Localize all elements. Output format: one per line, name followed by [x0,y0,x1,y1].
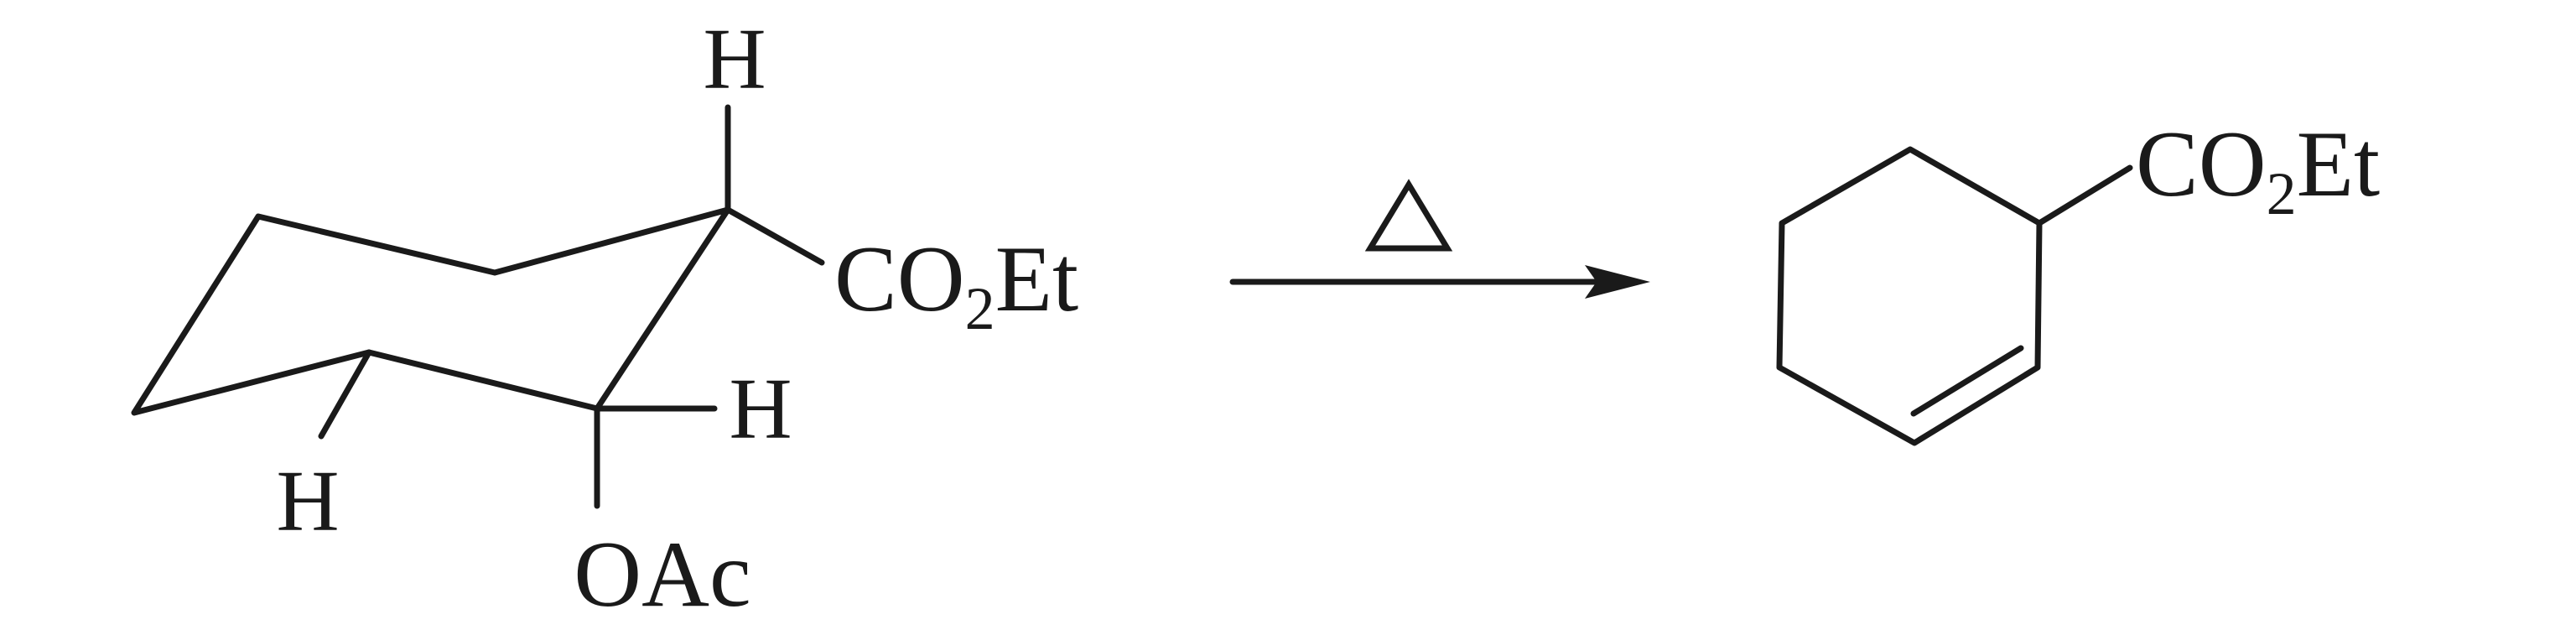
label-h-left: H [276,453,339,549]
label-co2et-subscript: 2 [965,275,995,342]
reactant-ring [131,206,731,416]
label-product-co2et-co: CO [2136,112,2267,216]
label-product-co2et: CO2Et [2136,112,2380,227]
product-double-bond-inner [1910,345,2024,417]
label-h-right: H [729,361,792,457]
label-co2et-et: Et [995,227,1079,331]
product-ring [1776,146,2043,446]
reactant-molecule: H CO2Et H H OAc [131,11,1078,627]
arrow-head-icon [1585,265,1650,299]
label-co2et-co: CO [834,227,965,331]
label-product-co2et-subscript: 2 [2267,160,2297,227]
label-co2et: CO2Et [834,227,1078,342]
bond-c3-h [318,349,372,440]
product-molecule: CO2Et [1776,112,2380,446]
heat-triangle-icon [1364,179,1453,252]
bond-product-co2et [2036,164,2133,226]
bond-c1-co2et [724,206,825,266]
label-product-co2et-et: Et [2297,112,2381,216]
label-oac: OAc [574,523,750,627]
reaction-arrow [1229,179,1650,299]
label-h-top: H [703,11,766,107]
